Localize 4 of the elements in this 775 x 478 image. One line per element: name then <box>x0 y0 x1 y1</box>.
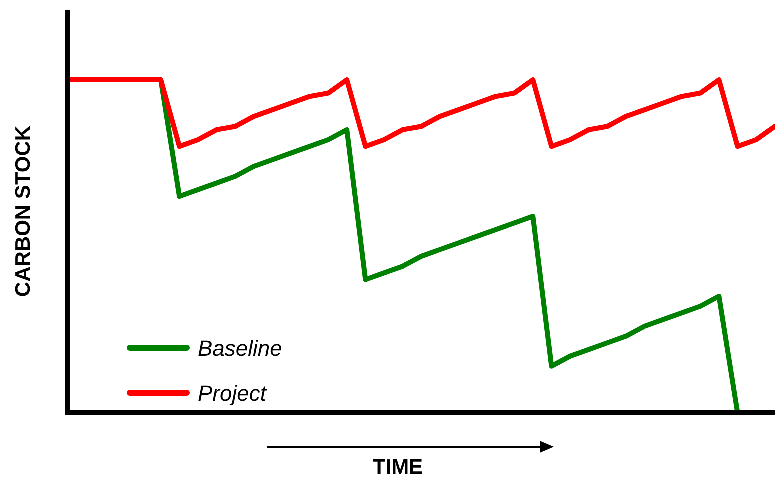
legend-label: Baseline <box>198 336 282 361</box>
legend-label: Project <box>198 381 268 406</box>
x-axis-title: TIME <box>372 456 424 478</box>
y-axis-title: CARBON STOCK <box>12 126 35 298</box>
